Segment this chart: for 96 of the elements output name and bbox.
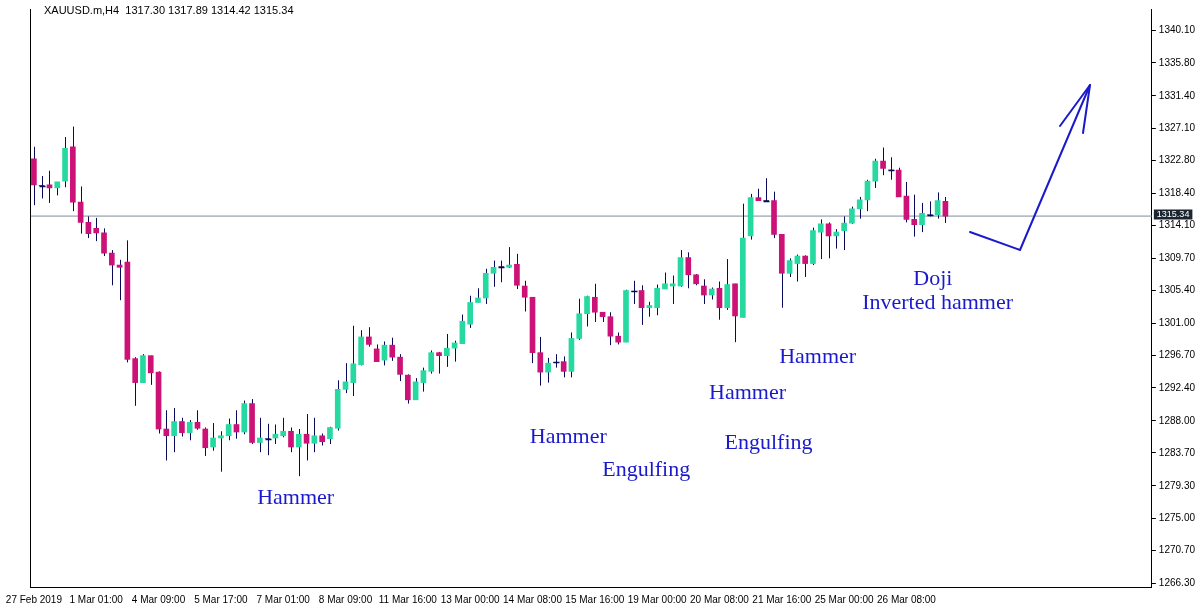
candlestick xyxy=(420,367,427,393)
candlestick xyxy=(147,355,154,386)
candlestick xyxy=(911,194,918,238)
y-tick-label: 1327.10 xyxy=(1158,121,1196,133)
candlestick xyxy=(186,419,193,441)
candlestick xyxy=(802,254,808,278)
candlestick xyxy=(786,257,793,278)
x-tick-label: 20 Mar 08:00 xyxy=(690,593,750,605)
candlestick xyxy=(38,175,47,199)
candlestick xyxy=(467,295,473,329)
y-tick-label: 1340.10 xyxy=(1158,24,1196,36)
y-tick-label: 1314.10 xyxy=(1158,219,1196,231)
y-tick-label: 1322.80 xyxy=(1158,153,1196,165)
x-tick-label: 26 Mar 08:00 xyxy=(876,593,937,605)
candlestick xyxy=(880,147,886,176)
y-tick-label: 1292.40 xyxy=(1158,381,1196,393)
x-tick-label: 13 Mar 00:00 xyxy=(440,593,501,605)
candlestick xyxy=(256,417,263,453)
x-tick-label: 19 Mar 00:00 xyxy=(627,593,688,605)
y-tick-label: 1301.00 xyxy=(1158,317,1196,329)
y-tick-label: 1270.70 xyxy=(1158,544,1196,556)
annotation: Hammer xyxy=(779,342,857,368)
ref-line-label: 1315.34 xyxy=(1156,209,1190,220)
candlestick xyxy=(210,422,216,452)
candlestick xyxy=(171,407,177,453)
candlestick xyxy=(108,249,115,286)
x-tick-label: 25 Mar 00:00 xyxy=(814,593,875,605)
candlestick xyxy=(264,423,273,456)
candlestick xyxy=(179,417,185,438)
candlestick xyxy=(497,260,506,283)
candlestick xyxy=(428,349,435,375)
x-tick-label: 21 Mar 16:00 xyxy=(752,593,812,605)
y-tick-label: 1288.00 xyxy=(1158,414,1196,426)
candlestick xyxy=(521,280,528,312)
candlestick xyxy=(762,177,771,203)
candlestick xyxy=(116,259,123,301)
candlestick xyxy=(202,427,209,457)
y-tick-label: 1266.30 xyxy=(1158,577,1196,589)
candlestick xyxy=(490,260,497,288)
annotation: Doji xyxy=(913,264,953,290)
candlestick xyxy=(856,196,863,220)
candlestick xyxy=(280,417,287,438)
x-tick-label: 7 Mar 01:00 xyxy=(256,593,311,605)
x-tick-label: 5 Mar 17:00 xyxy=(194,593,248,605)
y-tick-label: 1318.40 xyxy=(1158,186,1196,198)
candlestick xyxy=(919,202,925,233)
candlestick xyxy=(514,253,520,290)
candlestick xyxy=(537,336,544,387)
candlestick xyxy=(288,427,294,453)
candlestick xyxy=(366,326,372,348)
candlestick xyxy=(584,295,590,327)
candlestick xyxy=(872,158,879,189)
x-tick-label: 8 Mar 09:00 xyxy=(318,593,373,605)
y-tick-label: 1305.40 xyxy=(1158,284,1196,296)
candlestick xyxy=(397,353,403,382)
x-tick-label: 11 Mar 16:00 xyxy=(378,593,438,605)
candlestick xyxy=(701,278,707,305)
annotation: Hammer xyxy=(709,378,787,404)
annotation: Engulfing xyxy=(602,455,691,481)
candlestick xyxy=(654,284,660,316)
candlestick xyxy=(93,217,100,242)
candlestick xyxy=(194,409,201,431)
y-tick-label: 1283.70 xyxy=(1158,446,1196,458)
candlestick xyxy=(443,333,450,368)
x-tick-label: 4 Mar 09:00 xyxy=(131,593,186,605)
candlestick xyxy=(724,258,731,311)
x-tick-label: 14 Mar 08:00 xyxy=(503,593,563,605)
annotation: Hammer xyxy=(257,483,335,509)
candlestick xyxy=(350,325,357,397)
candlestick xyxy=(607,311,614,346)
candlestick xyxy=(591,283,598,323)
candlestick xyxy=(218,430,224,473)
y-tick-label: 1335.80 xyxy=(1158,56,1196,68)
candlestick xyxy=(225,418,232,441)
candlestick xyxy=(545,357,551,384)
y-tick-label: 1309.70 xyxy=(1158,252,1196,264)
candlestick xyxy=(685,251,692,289)
candlestick xyxy=(669,275,676,305)
candlestick xyxy=(101,227,107,257)
chart-title: XAUUSD.m,H4 1317.30 1317.89 1314.42 1315.34 xyxy=(44,3,294,16)
candlestick xyxy=(389,337,396,362)
x-tick-label: 15 Mar 16:00 xyxy=(565,593,625,605)
y-tick-label: 1296.70 xyxy=(1158,349,1196,361)
candlestick xyxy=(295,428,302,477)
annotation: Engulfing xyxy=(724,428,813,454)
y-tick-label: 1275.00 xyxy=(1158,511,1196,523)
y-tick-label: 1331.40 xyxy=(1158,89,1196,101)
candlestick xyxy=(303,413,310,461)
candlestick xyxy=(817,218,824,260)
y-tick-label: 1279.30 xyxy=(1158,479,1196,491)
candlestick xyxy=(85,215,92,239)
x-tick-label: 27 Feb 2019 xyxy=(5,593,63,605)
candlestick xyxy=(841,215,847,251)
candlestick xyxy=(311,417,318,453)
x-tick-label: 1 Mar 01:00 xyxy=(69,593,124,605)
annotation: Hammer xyxy=(529,422,608,448)
